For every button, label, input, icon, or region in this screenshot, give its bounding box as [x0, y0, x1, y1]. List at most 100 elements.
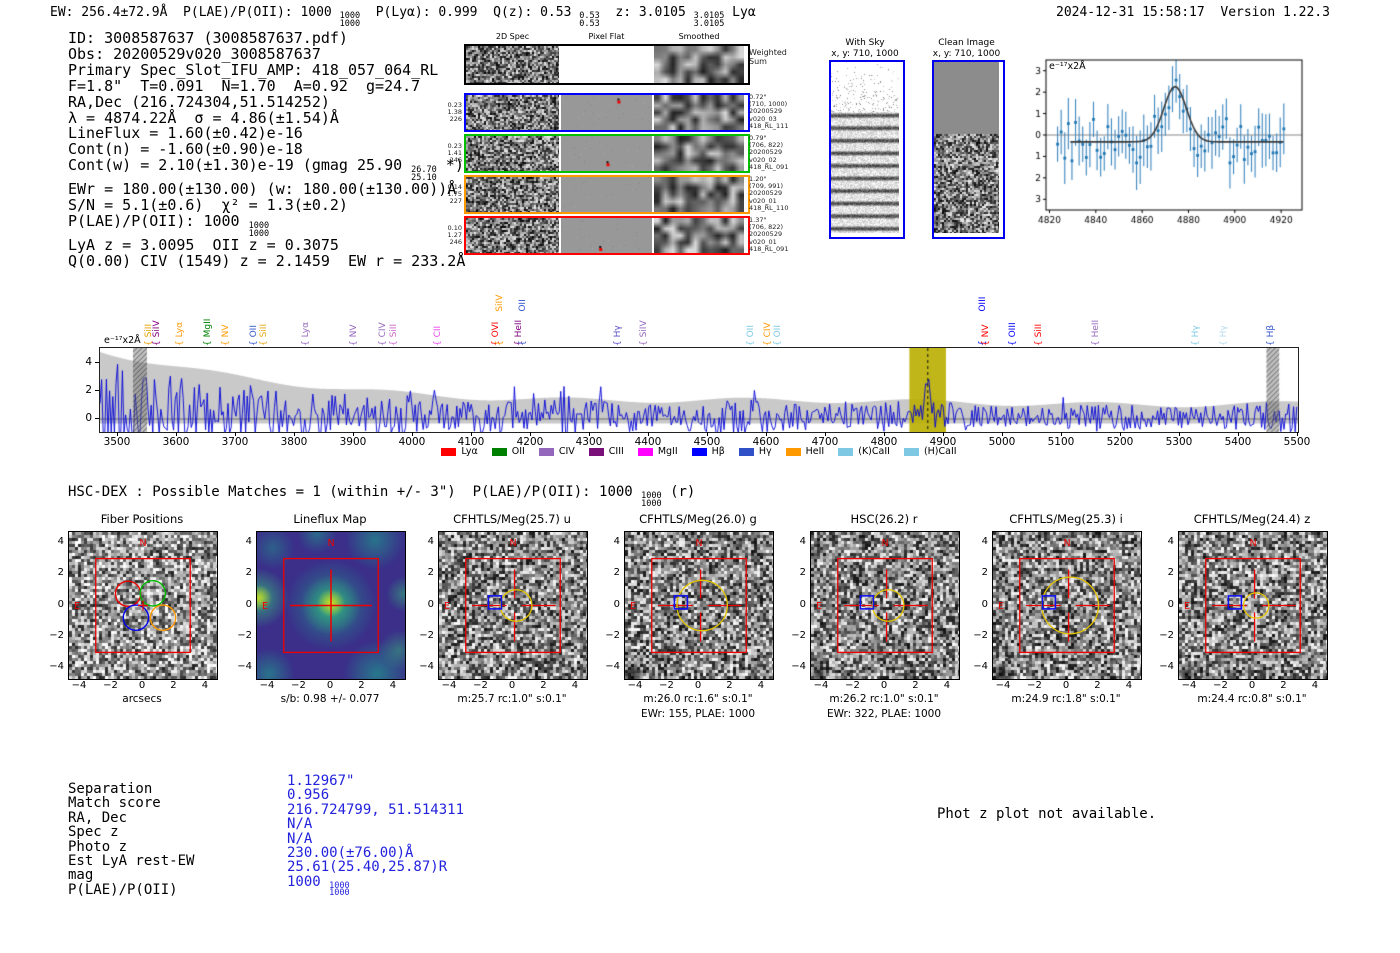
match-table-label: RA, Dec — [68, 809, 128, 826]
svg-text:N: N — [509, 538, 516, 549]
legend-swatch — [441, 447, 457, 456]
text-segment: S/N = 5.1(±0.6) χ² = 1.3(±0.2) — [68, 196, 348, 215]
detection-info-block: ID: 3008587637 (3008587637.pdf) Obs: 2020… — [68, 30, 465, 270]
cutout-y-tick: −2 — [973, 629, 988, 641]
x-tick-mark — [707, 432, 708, 436]
sky-panel-coords: x, y: 710, 1000 — [831, 49, 899, 59]
cutout-canvas — [439, 532, 587, 679]
cutout-x-tick: 0 — [1062, 680, 1070, 691]
line-marker-hγ: { Hγ — [1218, 325, 1229, 346]
x-tick-mark — [530, 432, 531, 436]
spec2d-row-right-labels: 1.20" (709, 991) 20200529 v020_01 418_RL_110 — [749, 175, 789, 212]
legend-swatch — [903, 447, 919, 456]
cutout-x-tick: −4 — [813, 680, 829, 691]
spec2d-cell-smoothed — [654, 177, 744, 212]
x-tick-mark — [1297, 432, 1298, 436]
svg-text:E: E — [816, 601, 822, 612]
match-table-label: Match score — [68, 795, 161, 812]
svg-text:E: E — [630, 601, 636, 612]
cutout-x-tick: 4 — [389, 680, 397, 691]
cutout-x-tick: 2 — [170, 680, 177, 691]
cutout-y-tick: 4 — [613, 535, 620, 547]
x-tick-mark — [1179, 432, 1180, 436]
sky-panel-coords: x, y: 710, 1000 — [932, 49, 1001, 59]
stacked-fraction: 1000 1000 — [339, 11, 361, 29]
legend-swatch — [691, 447, 707, 456]
line-marker-siii: { SiII — [1033, 323, 1044, 346]
y-tick-mark — [95, 418, 99, 419]
text-segment: Cont(n) = -1.60(±0.90)e-18 — [68, 140, 303, 159]
sky-canvas — [934, 62, 999, 233]
cutout-y-tick: 0 — [799, 598, 806, 610]
cutout-x-tick: −4 — [259, 680, 275, 691]
cutout-x-tick: 2 — [1280, 680, 1287, 691]
cutout-title: Fiber Positions — [100, 512, 184, 526]
cutout-y-tick: −4 — [419, 661, 434, 673]
match-table-value: 1000 1000 1000 — [287, 874, 350, 898]
text-segment: EW: 256.4±72.9Å P(LAE)/P(OII): 1000 — [50, 5, 340, 20]
line-marker-civ: { CIV — [763, 322, 774, 346]
spec2d-row — [464, 175, 750, 214]
svg-text:N: N — [695, 538, 702, 549]
text-segment: N/A — [287, 816, 313, 833]
cutout-x-tick: 0 — [138, 680, 146, 691]
match-table-label: Separation — [68, 781, 153, 797]
line-marker-cii: { CII — [432, 325, 443, 346]
legend-item: Lyα — [441, 446, 478, 457]
line-marker-lyα: { Lyα — [301, 321, 312, 346]
cutout-x-tick: 4 — [571, 680, 579, 691]
legend-swatch — [538, 447, 554, 456]
y-tick-label: 2 — [85, 384, 92, 396]
text-segment: Lyα — [724, 5, 756, 20]
text-segment: N/A — [287, 830, 313, 847]
text-segment: 216.724799, 51.514311 — [287, 801, 465, 818]
x-tick-mark — [1120, 432, 1121, 436]
y-tick-label: 0 — [85, 412, 92, 424]
stacked-fraction: 1000 1000 — [329, 880, 350, 899]
cutout-y-tick: 4 — [1167, 535, 1174, 547]
cutout-y-tick: −2 — [49, 629, 64, 641]
spec2d-col-title-smoothed: Smoothed — [678, 32, 720, 41]
cutout-y-tick: 0 — [57, 598, 64, 610]
info-line: Obs: 20200529v020_3008587637 — [68, 46, 465, 63]
x-tick-label: 4300 — [575, 436, 603, 448]
svg-text:N: N — [139, 538, 146, 549]
match-table-value: 1.12967" — [287, 773, 354, 789]
svg-text:E: E — [74, 601, 80, 612]
weighted-sum-label: Weighted Sum — [749, 48, 787, 66]
spec2d-row — [464, 44, 750, 85]
cutout-y-tick: 0 — [613, 598, 620, 610]
cutout-title: CFHTLS/Meg(25.3) i — [1009, 512, 1123, 526]
cutout-y-tick: 4 — [57, 535, 64, 547]
cutout-canvas — [993, 532, 1141, 679]
legend-label: (K)CaII — [858, 446, 890, 457]
text-segment: (r) — [661, 484, 696, 500]
match-table-label: Est LyA rest-EW — [68, 853, 195, 869]
cutout-y-tick: −4 — [237, 661, 252, 673]
legend-label: CIV — [558, 446, 575, 457]
cutout-x-tick: −4 — [441, 680, 457, 691]
cutout-xlabel2: EWr: 155, PLAE: 1000 — [640, 708, 756, 720]
spectrum-units-label: e⁻¹⁷x2Å — [104, 335, 141, 346]
match-table-label: mag — [68, 867, 94, 884]
cutout-y-tick: 4 — [799, 535, 806, 547]
line-marker-heii: { HeII — [1091, 319, 1102, 346]
cutout-y-tick: 0 — [427, 598, 434, 610]
cutout-y-tick: 2 — [427, 567, 434, 579]
cutout-xlabel: m:24.4 rc:0.8" s:0.1" — [1197, 693, 1307, 705]
cutout-x-tick: 0 — [880, 680, 888, 691]
text-segment: λ = 4874.22Å σ = 4.86(±1.54)Å — [68, 108, 339, 127]
legend-item: Hγ — [738, 446, 772, 457]
line-marker-siiv: { SiIV — [638, 320, 649, 346]
legend-label: CIII — [608, 446, 624, 457]
header-timestamp: 2024-12-31 15:58:17 Version 1.22.3 — [1056, 5, 1330, 20]
x-tick-mark — [353, 432, 354, 436]
info-line: Q(0.00) CIV (1549) z = 2.1459 EW r = 233… — [68, 253, 465, 270]
cutout-y-tick: 2 — [1167, 567, 1174, 579]
cutout-y-tick: 0 — [245, 598, 252, 610]
cutout-x-tick: 2 — [1094, 680, 1101, 691]
legend-item: CIV — [538, 446, 575, 457]
sky-panel-title: Clean Image — [938, 38, 995, 48]
report-datetime: 2024-12-31 15:58:17 — [1056, 5, 1205, 20]
